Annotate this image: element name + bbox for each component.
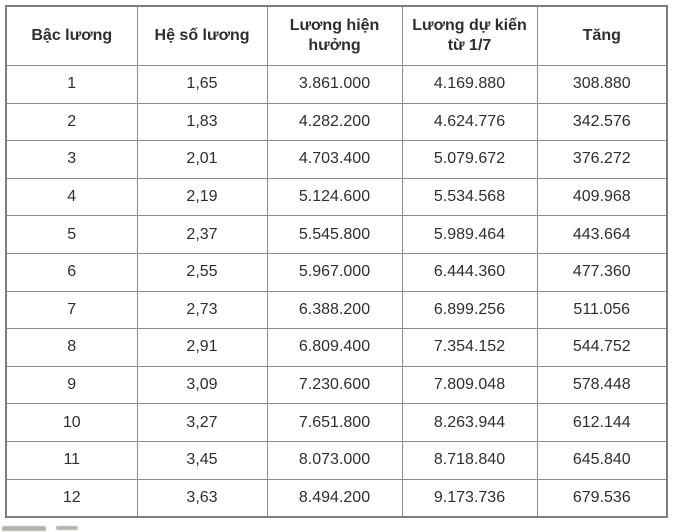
table-cell: 2,55 [136,252,268,292]
table-cell: 4.282.200 [266,102,403,142]
table-cell: 2,73 [136,290,268,330]
table-cell: 1,65 [136,65,268,104]
table-cell: 4.624.776 [401,102,538,142]
header-cell-tang: Tăng [536,5,668,66]
table-cell: 409.968 [536,177,668,217]
table-cell: 342.576 [536,102,668,142]
table-cell: 612.144 [536,403,668,442]
table-cell: 7.354.152 [401,328,538,367]
text-smudge [56,526,78,530]
table-cell: 477.360 [536,252,668,292]
table-cell: 6.388.200 [266,290,403,330]
table-cell: 2,91 [136,328,268,367]
table-cell: 9.173.736 [401,478,538,518]
table-cell: 8.073.000 [266,440,403,480]
table-cell: 2,37 [136,215,268,254]
table-cell: 6.809.400 [266,328,403,367]
table-row: 12 3,63 8.494.200 9.173.736 679.536 [5,478,668,518]
table-cell: 511.056 [536,290,668,330]
table-row: 4 2,19 5.124.600 5.534.568 409.968 [5,177,668,217]
text-smudge [2,526,46,531]
table-cell: 4.169.880 [401,65,538,104]
table-row: 6 2,55 5.967.000 6.444.360 477.360 [5,252,668,292]
table-cell: 1 [5,65,138,104]
table-cell: 5.079.672 [401,140,538,179]
table-cell: 5.545.800 [266,215,403,254]
table-cell: 578.448 [536,365,668,405]
header-row: Bậc lương Hệ số lương Lương hiện hưởng L… [5,5,668,66]
table-cell: 679.536 [536,478,668,518]
table-cell: 12 [5,478,138,518]
table-cell: 544.752 [536,328,668,367]
table-cell: 5.989.464 [401,215,538,254]
table-cell: 5.124.600 [266,177,403,217]
table-cell: 9 [5,365,138,405]
table-cell: 308.880 [536,65,668,104]
table-row: 11 3,45 8.073.000 8.718.840 645.840 [5,440,668,480]
table-cell: 376.272 [536,140,668,179]
table-cell: 4.703.400 [266,140,403,179]
table-cell: 3,27 [136,403,268,442]
table-cell: 3,09 [136,365,268,405]
table-cell: 2,19 [136,177,268,217]
salary-table-body: 1 1,65 3.861.000 4.169.880 308.880 2 1,8… [5,65,668,518]
table-row: 7 2,73 6.388.200 6.899.256 511.056 [5,290,668,330]
table-cell: 8 [5,328,138,367]
table-row: 10 3,27 7.651.800 8.263.944 612.144 [5,403,668,442]
table-cell: 11 [5,440,138,480]
table-cell: 8.718.840 [401,440,538,480]
table-cell: 8.263.944 [401,403,538,442]
table-cell: 443.664 [536,215,668,254]
table-row: 2 1,83 4.282.200 4.624.776 342.576 [5,102,668,142]
table-row: 5 2,37 5.545.800 5.989.464 443.664 [5,215,668,254]
header-cell-luong-hien-huong: Lương hiện hưởng [266,5,403,66]
table-cell: 1,83 [136,102,268,142]
table-cell: 3,63 [136,478,268,518]
table-cell: 6 [5,252,138,292]
table-cell: 8.494.200 [266,478,403,518]
table-cell: 5.967.000 [266,252,403,292]
table-cell: 2,01 [136,140,268,179]
table-cell: 4 [5,177,138,217]
table-cell: 3,45 [136,440,268,480]
table-cell: 6.899.256 [401,290,538,330]
table-cell: 3 [5,140,138,179]
table-cell: 7.809.048 [401,365,538,405]
table-row: 9 3,09 7.230.600 7.809.048 578.448 [5,365,668,405]
salary-table-header: Bậc lương Hệ số lương Lương hiện hưởng L… [5,5,668,66]
table-cell: 2 [5,102,138,142]
table-cell: 6.444.360 [401,252,538,292]
cropped-text-fragment [2,526,78,532]
table-cell: 10 [5,403,138,442]
salary-table: Bậc lương Hệ số lương Lương hiện hưởng L… [5,5,668,519]
table-row: 1 1,65 3.861.000 4.169.880 308.880 [5,65,668,104]
header-cell-luong-du-kien: Lương dự kiến từ 1/7 [401,5,538,66]
table-cell: 3.861.000 [266,65,403,104]
header-cell-bac-luong: Bậc lương [5,5,138,66]
table-cell: 5.534.568 [401,177,538,217]
table-cell: 7.230.600 [266,365,403,405]
header-cell-he-so-luong: Hệ số lương [136,5,268,66]
table-cell: 5 [5,215,138,254]
table-cell: 645.840 [536,440,668,480]
table-cell: 7 [5,290,138,330]
table-row: 8 2,91 6.809.400 7.354.152 544.752 [5,328,668,367]
table-cell: 7.651.800 [266,403,403,442]
table-row: 3 2,01 4.703.400 5.079.672 376.272 [5,140,668,179]
